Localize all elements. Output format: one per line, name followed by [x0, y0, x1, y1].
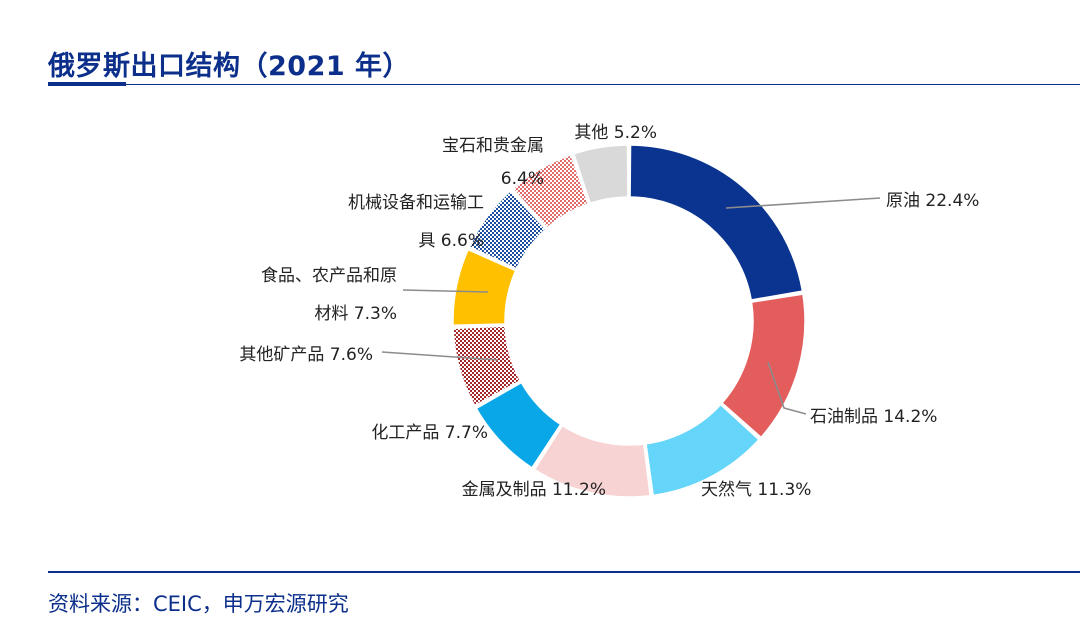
slice-label-7-line-1: 食品、农产品和原: [261, 266, 397, 286]
slice-9: [511, 153, 590, 229]
slice-labels: 原油 22.4% 石油制品 14.2% 天然气 11.3% 金属及制品 11.2% 化工…: [239, 123, 979, 500]
leader-line-2: [767, 361, 807, 415]
title-divider: [48, 84, 1080, 85]
leader-line-7: [402, 289, 489, 293]
slice-10: [572, 144, 629, 205]
leader-lines: [381, 197, 881, 415]
title-divider-accent: [48, 82, 126, 86]
slice-label-4: 金属及制品 11.2%: [462, 480, 606, 500]
chart-title: 俄罗斯出口结构（2021 年）: [48, 51, 411, 82]
slice-5: [475, 381, 562, 469]
slice-7: [452, 248, 517, 327]
slice-label-1: 原油 22.4%: [886, 191, 979, 211]
slice-3: [645, 403, 761, 497]
slice-1: [629, 144, 804, 301]
leader-line-6: [381, 351, 499, 361]
slice-label-6: 其他矿产品 7.6%: [239, 345, 373, 365]
donut-slices: [452, 144, 806, 498]
slice-4: [533, 424, 651, 498]
leader-line-1: [725, 197, 881, 209]
slice-label-7-line-2: 材料 7.3%: [314, 304, 397, 324]
slice-label-3: 天然气 11.3%: [701, 480, 811, 500]
donut-chart: 原油 22.4% 石油制品 14.2% 天然气 11.3% 金属及制品 11.2% 化工…: [239, 123, 979, 500]
source-note: 资料来源：CEIC，申万宏源研究: [48, 592, 349, 616]
slice-label-8-line-1: 机械设备和运输工: [348, 193, 484, 213]
slice-label-2: 石油制品 14.2%: [810, 407, 937, 427]
slice-6: [452, 325, 522, 407]
slice-label-9-line-2: 6.4%: [501, 169, 544, 189]
slice-label-10: 其他 5.2%: [574, 123, 657, 143]
footer-divider: [48, 571, 1080, 573]
slice-label-9-line-1: 宝石和贵金属: [442, 136, 544, 156]
slice-8: [468, 189, 547, 270]
slice-label-5: 化工产品 7.7%: [371, 423, 488, 443]
slice-label-8-line-2: 具 6.6%: [418, 231, 484, 251]
slice-2: [720, 293, 806, 439]
